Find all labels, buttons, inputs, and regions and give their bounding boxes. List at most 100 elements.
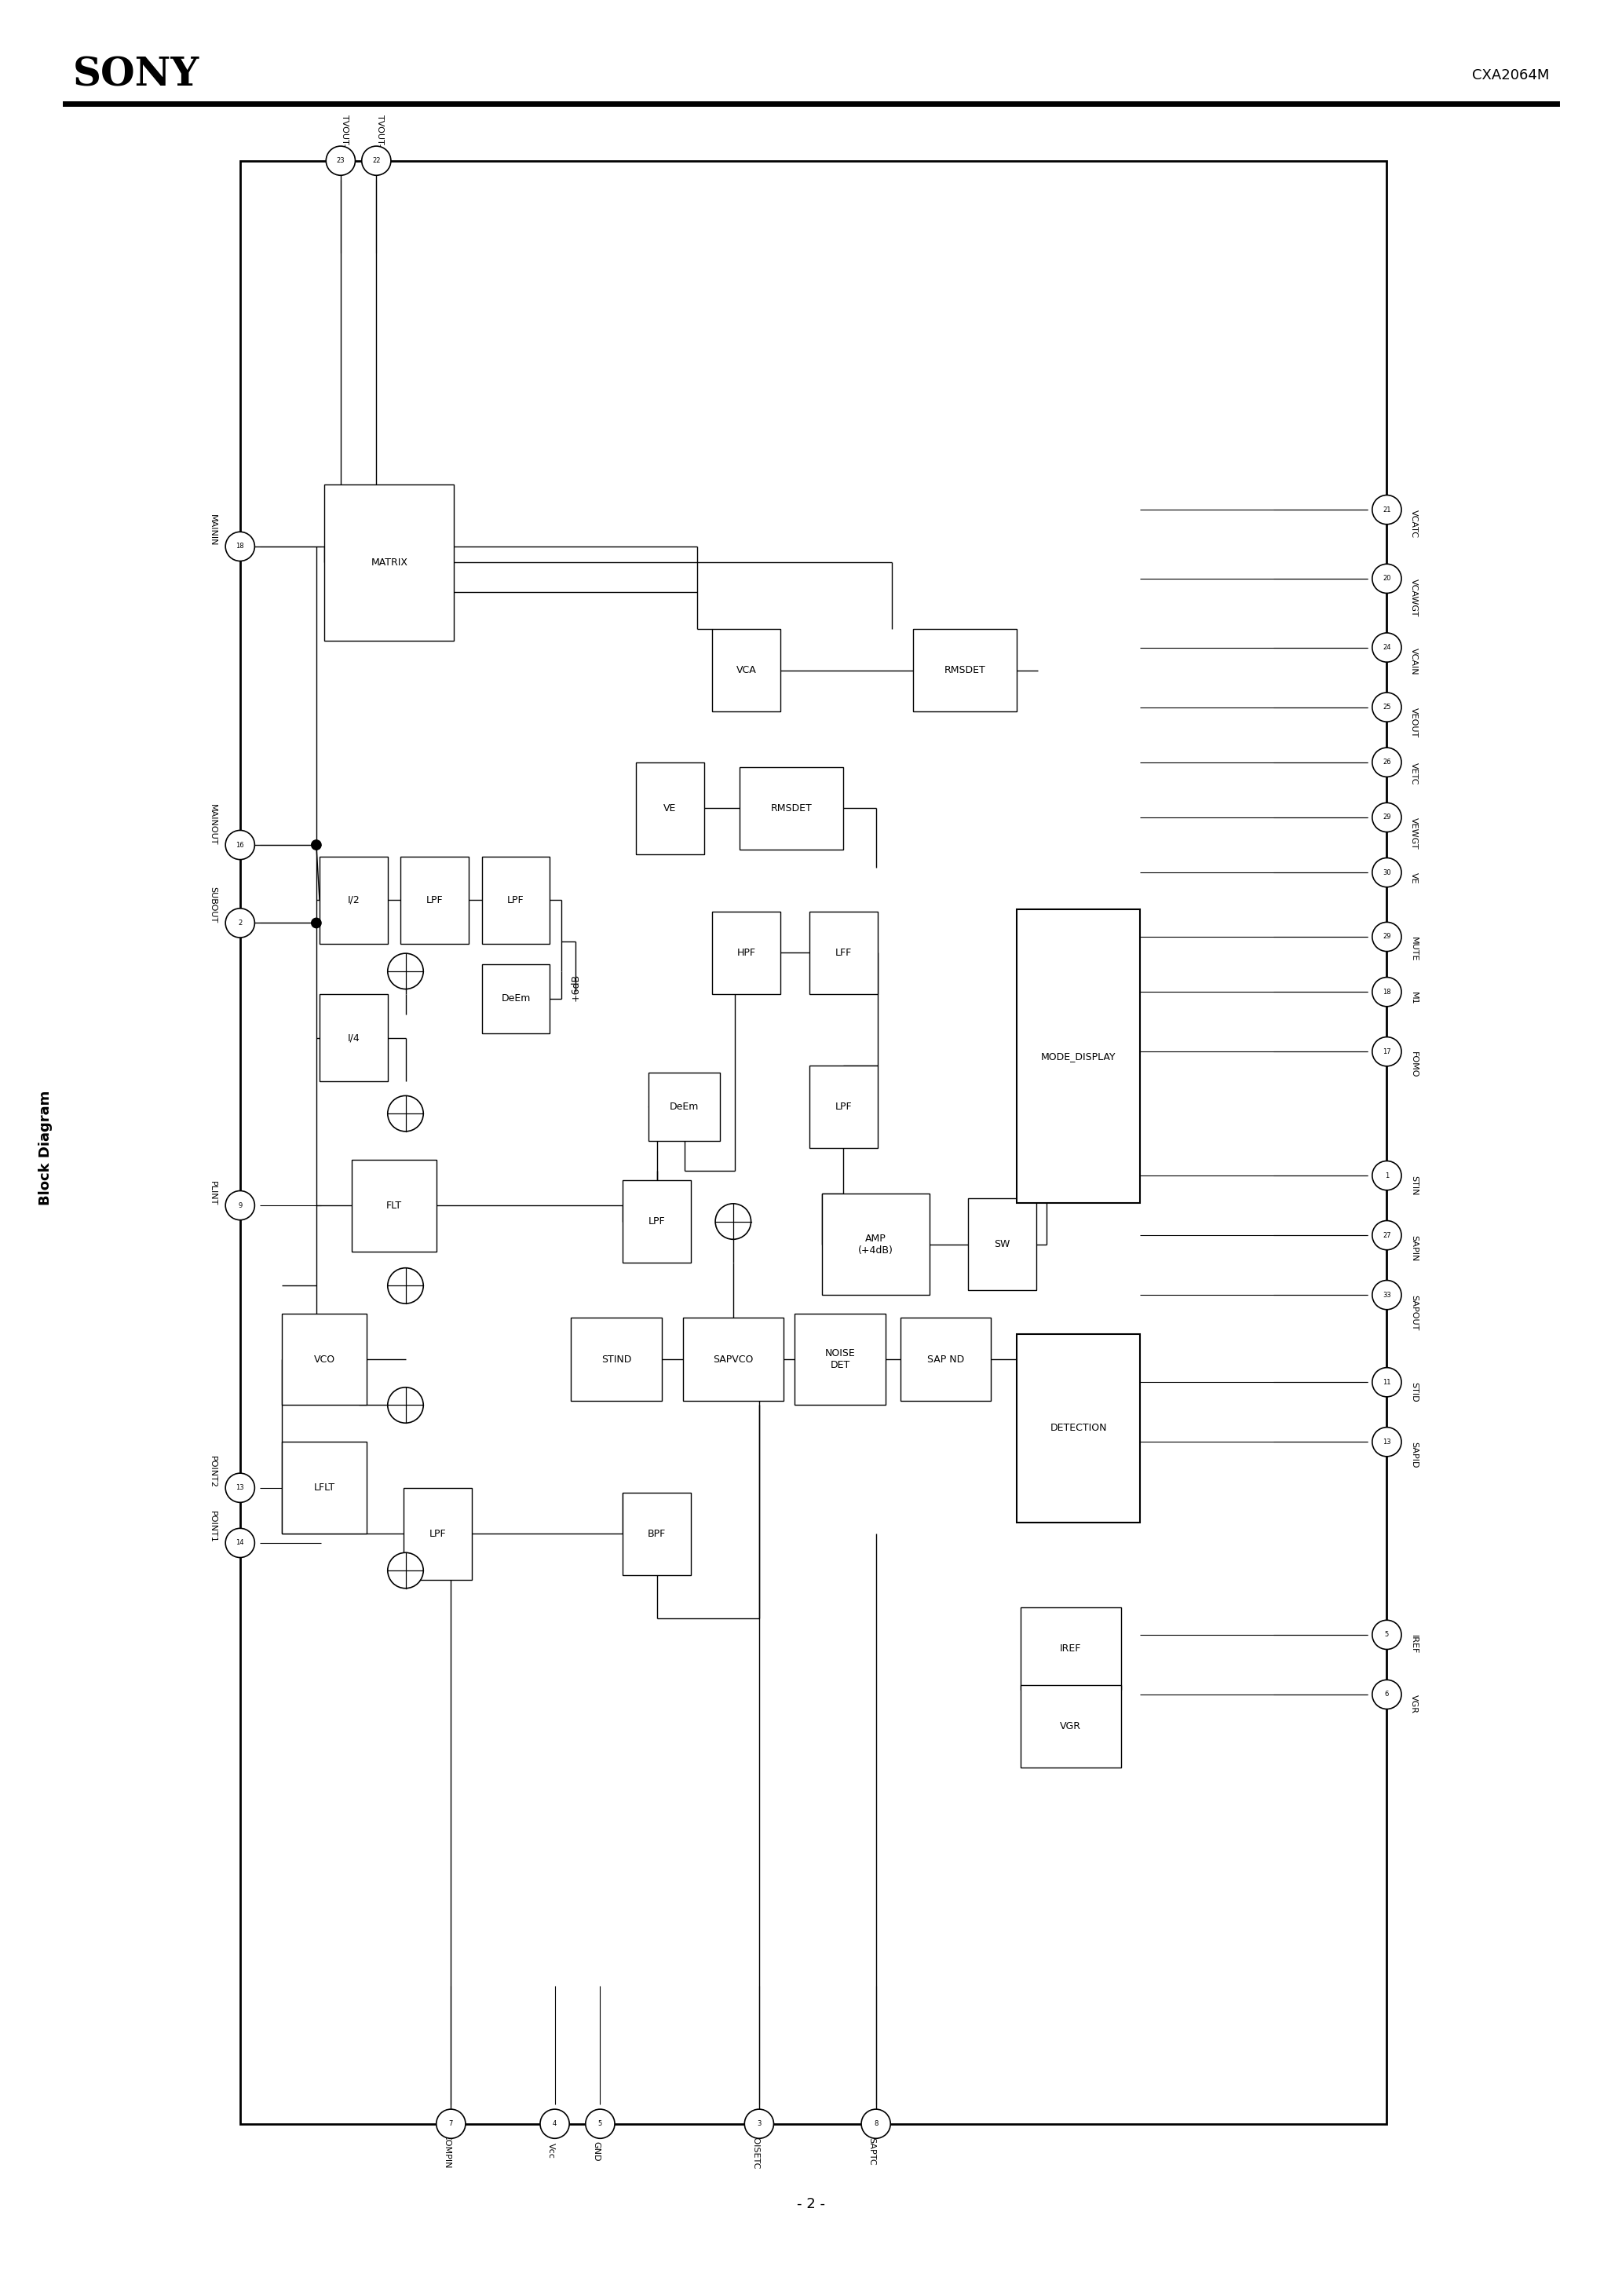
Text: 13: 13 <box>1382 1437 1392 1446</box>
Text: IREF: IREF <box>1410 1635 1418 1653</box>
Circle shape <box>311 840 321 850</box>
Circle shape <box>225 533 255 560</box>
Text: FLT: FLT <box>386 1201 402 1210</box>
Text: 14: 14 <box>235 1538 245 1548</box>
Circle shape <box>225 909 255 937</box>
Bar <box>636 762 704 854</box>
Text: AMP
(+4dB): AMP (+4dB) <box>858 1233 894 1256</box>
Bar <box>352 1159 436 1251</box>
Ellipse shape <box>388 953 423 990</box>
Text: Block Diagram: Block Diagram <box>39 1091 52 1205</box>
Bar <box>401 856 469 944</box>
Circle shape <box>225 831 255 859</box>
Text: CXA2064M: CXA2064M <box>1471 69 1549 83</box>
Circle shape <box>362 147 391 174</box>
Bar <box>712 629 780 712</box>
Circle shape <box>1372 1038 1401 1065</box>
Text: LPF: LPF <box>649 1217 665 1226</box>
Text: POINT1: POINT1 <box>209 1511 217 1543</box>
Text: VE: VE <box>1410 872 1418 884</box>
Text: 20: 20 <box>1382 574 1392 583</box>
Text: DeEm: DeEm <box>670 1102 699 1111</box>
Text: 8: 8 <box>874 2119 878 2128</box>
Text: VGR: VGR <box>1059 1722 1082 1731</box>
Text: MAININ: MAININ <box>209 514 217 546</box>
Text: 9: 9 <box>238 1201 242 1210</box>
Text: HPF: HPF <box>736 948 756 957</box>
Circle shape <box>1372 1368 1401 1396</box>
Text: 18: 18 <box>235 542 245 551</box>
Text: RMSDET: RMSDET <box>770 804 813 813</box>
Text: 18: 18 <box>1382 987 1392 996</box>
Bar <box>809 912 878 994</box>
Text: 13: 13 <box>235 1483 245 1492</box>
Text: 4: 4 <box>553 2119 556 2128</box>
Ellipse shape <box>388 1267 423 1304</box>
Bar <box>968 1199 1036 1290</box>
Text: STIN: STIN <box>1410 1176 1418 1196</box>
Text: 21: 21 <box>1382 505 1392 514</box>
Circle shape <box>311 918 321 928</box>
Circle shape <box>326 147 355 174</box>
Circle shape <box>1372 978 1401 1006</box>
Text: LFF: LFF <box>835 948 852 957</box>
Text: 22: 22 <box>371 156 381 165</box>
Text: 5: 5 <box>599 2119 602 2128</box>
Bar <box>623 1180 691 1263</box>
Text: VGR: VGR <box>1410 1694 1418 1713</box>
Text: PLINT: PLINT <box>209 1180 217 1205</box>
Text: MAINOUT: MAINOUT <box>209 804 217 845</box>
Bar <box>913 629 1017 712</box>
Text: SAP ND: SAP ND <box>928 1355 963 1364</box>
Bar <box>482 964 550 1033</box>
Circle shape <box>436 2110 466 2138</box>
Circle shape <box>1372 804 1401 831</box>
Text: 1: 1 <box>1385 1171 1388 1180</box>
Ellipse shape <box>388 1552 423 1589</box>
Text: Vcc: Vcc <box>547 2142 555 2158</box>
Bar <box>324 484 454 641</box>
Bar <box>240 161 1387 2124</box>
Circle shape <box>861 2110 890 2138</box>
Bar <box>320 994 388 1081</box>
Text: DeEm: DeEm <box>501 994 530 1003</box>
Text: LPF: LPF <box>427 895 443 905</box>
Text: POINT2: POINT2 <box>209 1456 217 1488</box>
Bar <box>623 1492 691 1575</box>
Bar <box>822 1194 929 1295</box>
Text: STID: STID <box>1410 1382 1418 1403</box>
Text: 23: 23 <box>336 156 345 165</box>
Bar <box>712 912 780 994</box>
Text: SUBOUT: SUBOUT <box>209 886 217 923</box>
Text: 25: 25 <box>1382 703 1392 712</box>
Circle shape <box>1372 1428 1401 1456</box>
Circle shape <box>225 1529 255 1557</box>
Circle shape <box>744 2110 774 2138</box>
Text: - 2 -: - 2 - <box>796 2197 826 2211</box>
Circle shape <box>586 2110 615 2138</box>
Text: VCATC: VCATC <box>1410 510 1418 537</box>
Circle shape <box>1372 748 1401 776</box>
Circle shape <box>1372 1681 1401 1708</box>
Bar <box>795 1313 886 1405</box>
Text: 3: 3 <box>757 2119 761 2128</box>
Text: LPF: LPF <box>430 1529 446 1538</box>
Bar <box>1020 1685 1121 1768</box>
Circle shape <box>1372 923 1401 951</box>
Ellipse shape <box>715 1203 751 1240</box>
Text: 29: 29 <box>1382 932 1392 941</box>
Ellipse shape <box>388 1387 423 1424</box>
Text: SAPTC: SAPTC <box>868 2138 876 2165</box>
Bar <box>1017 909 1140 1203</box>
Bar <box>320 856 388 944</box>
Text: 6: 6 <box>1385 1690 1388 1699</box>
Text: NOISE
DET: NOISE DET <box>826 1348 855 1371</box>
Text: SAPIN: SAPIN <box>1410 1235 1418 1261</box>
Text: SAPOUT: SAPOUT <box>1410 1295 1418 1332</box>
Text: 30: 30 <box>1382 868 1392 877</box>
Circle shape <box>1372 1621 1401 1649</box>
Text: I/2: I/2 <box>347 895 360 905</box>
Text: SAPVCO: SAPVCO <box>714 1355 753 1364</box>
Text: SW: SW <box>994 1240 1011 1249</box>
Text: VCA: VCA <box>736 666 756 675</box>
